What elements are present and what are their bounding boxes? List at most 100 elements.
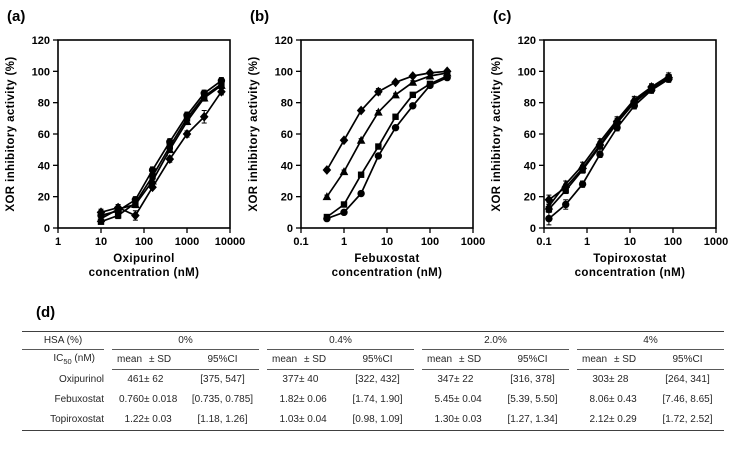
triangle-marker (561, 179, 571, 188)
group-header: 2.0% (422, 331, 569, 350)
panel-a-label: (a) (7, 8, 26, 25)
square-marker (114, 212, 122, 219)
mean-value: 1.82 (279, 394, 299, 405)
column-spacer (104, 390, 112, 410)
diamond-marker (165, 154, 175, 164)
series-line (326, 75, 448, 218)
table-row-topiroxostat: Topiroxostat 1.22 ± 0.03 [1.18, 1.26] 1.03 ± … (22, 410, 724, 431)
circle-marker (409, 102, 417, 110)
table-row-oxipurinol: Oxipurinol 461 ± 62 [375, 547] 377 ± 40 [322, … (22, 369, 724, 390)
x-axis-title: Topiroxostat (593, 253, 667, 265)
diamond-marker (148, 182, 157, 193)
y-tick-label: 40 (38, 160, 50, 172)
diamond-marker (182, 129, 192, 139)
sd-value: ± 0.03 (454, 414, 482, 425)
ci-value: [322, 432] (355, 374, 400, 385)
column-spacer (104, 350, 112, 370)
x-tick-label: 0.1 (536, 236, 551, 248)
circle-marker (148, 166, 157, 174)
x-axis-title: Oxipurinol (113, 253, 175, 265)
circle-marker (183, 111, 191, 119)
mean-value: 347 (437, 374, 454, 385)
subheader-ci: 95%CI (186, 349, 259, 370)
ci-value: [1.72, 2.52] (662, 414, 713, 425)
y-tick-label: 80 (281, 98, 293, 110)
square-marker (375, 143, 382, 150)
y-tick-label: 80 (524, 98, 536, 110)
x-tick-label: 1 (584, 236, 590, 248)
y-tick-label: 60 (38, 129, 50, 141)
circle-marker (357, 189, 365, 198)
circle-marker (443, 73, 451, 82)
square-marker (596, 143, 604, 150)
series-0-hsa (96, 86, 226, 221)
square-marker (545, 206, 553, 213)
sd-value: ± 62 (144, 374, 164, 385)
series-2-0-hsa (323, 72, 451, 221)
circle-marker (426, 81, 434, 90)
column-spacer (569, 350, 577, 370)
charts-row: (a) 0 20 40 60 80 100 120 1 10 100 1000 10000 XOR in… (5, 8, 728, 279)
series-line (100, 83, 222, 223)
circle-marker (114, 207, 122, 215)
y-tick-label: 20 (281, 192, 293, 204)
sd-value: ± 0.04 (299, 414, 327, 425)
sd-value: ± 40 (299, 374, 319, 385)
triangle-marker (148, 176, 157, 185)
ci-value: [1.74, 1.90] (352, 394, 403, 405)
y-tick-label: 40 (281, 160, 293, 172)
circle-marker (340, 208, 348, 217)
hsa-header: HSA (%) (22, 331, 104, 350)
column-spacer (259, 332, 267, 350)
column-spacer (414, 390, 422, 410)
y-tick-label: 80 (38, 98, 50, 110)
subheader-ci: 95%CI (496, 349, 569, 370)
x-tick-label: 1 (341, 236, 347, 248)
mean-value: 1.22 (124, 414, 144, 425)
diamond-marker (217, 86, 226, 97)
y-tick-label: 0 (530, 223, 536, 235)
sd-value: ± 0.29 (609, 414, 637, 425)
series-0-4-hsa (322, 68, 452, 201)
series-0-4-hsa (96, 80, 226, 223)
triangle-marker (391, 90, 400, 99)
circle-marker (217, 77, 226, 85)
column-spacer (259, 390, 267, 410)
sd-value: ± 0.03 (144, 414, 172, 425)
series-line (326, 76, 448, 220)
circle-marker (613, 124, 621, 132)
mean-value: 377 (282, 374, 299, 385)
x-tick-label: 1 (55, 236, 61, 248)
y-tick-label: 0 (44, 223, 50, 235)
x-tick-label: 1000 (704, 236, 728, 248)
subheader-ci: 95%CI (651, 349, 724, 370)
subheader-ci: 95%CI (341, 349, 414, 370)
sd-value: ± 28 (609, 374, 629, 385)
circle-marker (166, 138, 174, 146)
y-tick-label: 120 (275, 35, 293, 47)
x-axis-title: concentration (nM) (89, 267, 200, 279)
y-axis-title: XOR inhibitory activity (%) (5, 56, 17, 211)
table-row-febuxostat: Febuxostat 0.760 ± 0.018 [0.735, 0.785] 1.82… (22, 390, 724, 410)
x-tick-label: 1000 (175, 236, 199, 248)
column-spacer (414, 332, 422, 350)
column-spacer (259, 410, 267, 431)
circle-marker (323, 214, 331, 223)
sd-value: ± 0.04 (454, 394, 482, 405)
diamond-marker (391, 77, 400, 88)
column-spacer (569, 332, 577, 350)
drug-label: Febuxostat (54, 394, 104, 405)
diamond-marker (339, 135, 349, 146)
diamond-marker (356, 105, 366, 116)
column-spacer (569, 390, 577, 410)
circle-marker (578, 180, 587, 188)
circle-marker (391, 124, 400, 132)
triangle-marker (425, 71, 435, 80)
circle-marker (664, 75, 673, 83)
ci-value: [1.18, 1.26] (197, 414, 248, 425)
x-axis-title: concentration (nM) (332, 267, 443, 279)
series-2-0-hsa (97, 80, 225, 225)
series-4-hsa (97, 77, 226, 220)
